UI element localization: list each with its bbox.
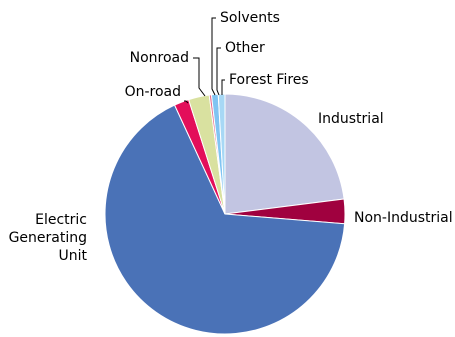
label-forest-fires: Forest Fires (229, 72, 309, 88)
label-other: Other (225, 40, 265, 56)
leader-line-on-road (184, 100, 189, 104)
label-industrial: Industrial (318, 111, 384, 127)
label-leader-lines (184, 17, 225, 104)
leader-line-forest-fires (221, 79, 225, 95)
label-solvents: Solvents (220, 10, 280, 26)
pie-slices (104, 93, 346, 335)
label-nonroad: Nonroad (130, 50, 189, 66)
label-on-road: On-road (125, 84, 181, 100)
label-egu-line-2: Generating (9, 230, 87, 246)
label-non-industrial: Non-Industrial (354, 210, 453, 226)
leader-line-solvents (211, 17, 216, 96)
leader-line-nonroad (193, 57, 206, 97)
leader-line-other (216, 47, 221, 96)
label-egu-line-3: Unit (59, 248, 88, 264)
pie-slice-industrial (224, 93, 345, 215)
slice-labels: Industrial Non-Industrial Electric Gener… (9, 10, 453, 264)
pie-slice-electric-generating-unit (104, 104, 346, 335)
label-egu-line-1: Electric (35, 212, 87, 228)
